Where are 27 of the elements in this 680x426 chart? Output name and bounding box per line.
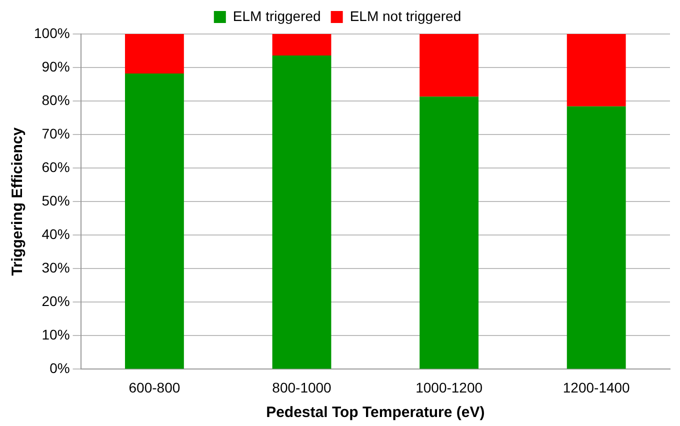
x-tick-label: 600-800 <box>128 379 180 396</box>
bar <box>566 106 626 369</box>
y-tick-label: 0% <box>50 360 70 376</box>
x-axis-title: Pedestal Top Temperature (eV) <box>266 404 485 422</box>
y-tick-label: 80% <box>42 92 70 108</box>
x-tick-label: 1000-1200 <box>416 379 483 396</box>
legend-label: ELM not triggered <box>350 8 462 24</box>
bar <box>272 34 332 56</box>
y-tick-label: 70% <box>42 125 70 142</box>
y-tick-label: 100% <box>34 24 70 41</box>
y-tick-label: 10% <box>42 326 70 343</box>
y-tick-label: 20% <box>42 293 70 310</box>
bar <box>566 34 626 106</box>
bar <box>124 74 184 369</box>
y-tick-label: 90% <box>42 58 70 74</box>
bar <box>420 96 479 369</box>
y-tick-label: 50% <box>42 192 70 208</box>
bar <box>420 34 479 97</box>
legend-label: ELM triggered <box>232 8 321 24</box>
y-axis-title: Triggering Efficiency <box>9 126 26 276</box>
y-tick-label: 40% <box>42 226 70 242</box>
bar <box>272 55 332 369</box>
x-tick-label: 800-1000 <box>272 379 332 396</box>
x-tick-label: 1200-1400 <box>562 379 630 396</box>
y-tick-label: 60% <box>42 158 70 175</box>
bar <box>124 34 184 74</box>
y-tick-label: 30% <box>42 260 70 276</box>
